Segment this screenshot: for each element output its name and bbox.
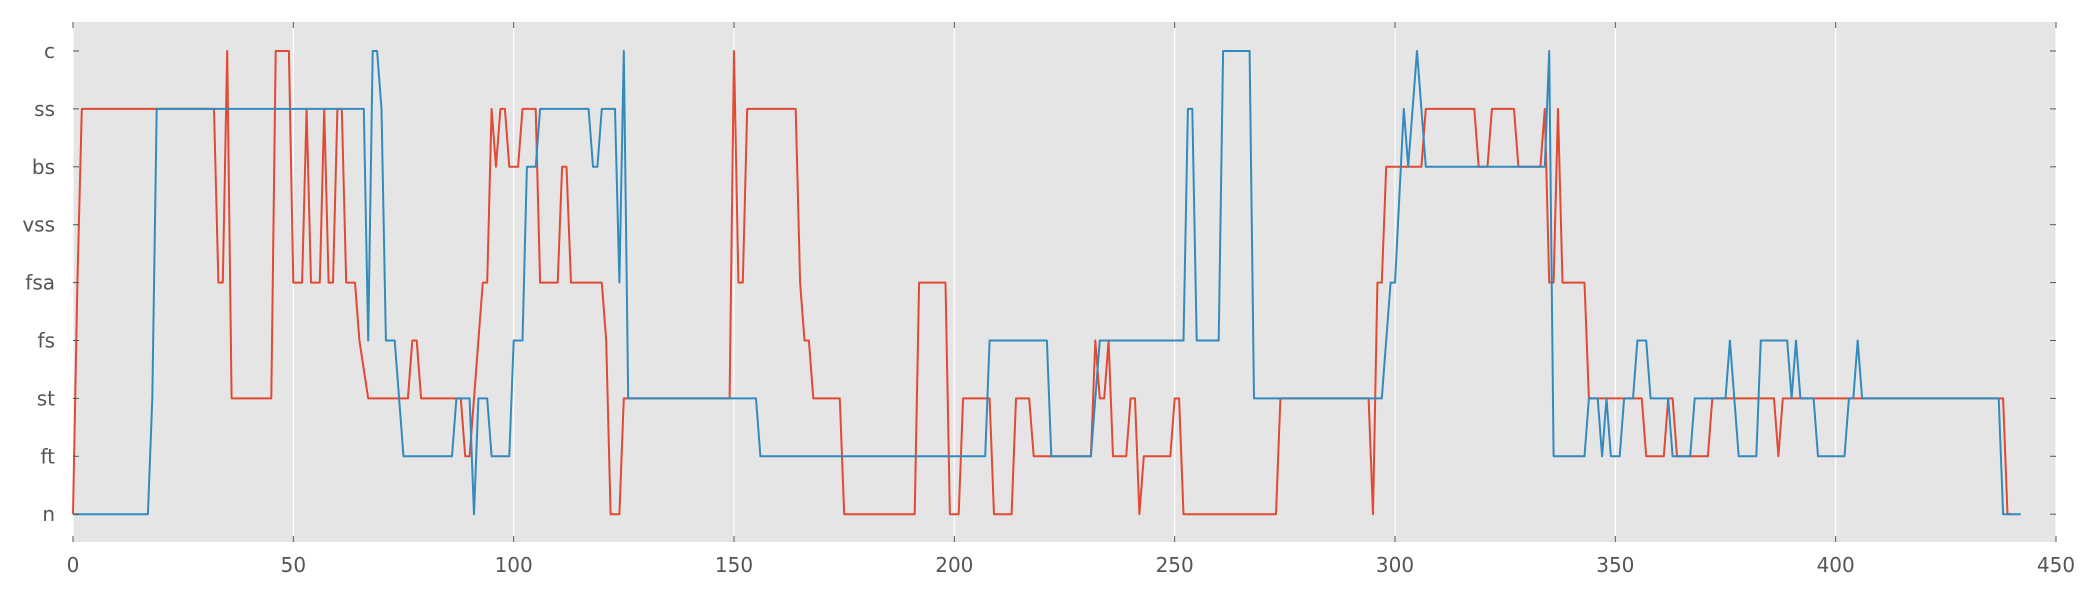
x-tick-label: 300 xyxy=(1376,553,1414,577)
x-tick-label: 50 xyxy=(281,553,306,577)
x-tick-label: 400 xyxy=(1817,553,1855,577)
x-tick-label: 0 xyxy=(67,553,80,577)
y-tick-label: ss xyxy=(34,97,55,121)
plot-area xyxy=(73,22,2056,542)
y-tick-label: fsa xyxy=(25,271,55,295)
x-tick-label: 350 xyxy=(1596,553,1634,577)
x-tick-label: 150 xyxy=(715,553,753,577)
series-layer xyxy=(72,50,2021,516)
y-tick-label: vss xyxy=(22,213,55,237)
x-tick-label: 450 xyxy=(2037,553,2075,577)
x-tick-label: 200 xyxy=(935,553,973,577)
y-tick-label: st xyxy=(37,386,55,410)
y-tick-label: bs xyxy=(32,155,55,179)
y-tick-label: fs xyxy=(38,329,55,353)
x-tick-label: 100 xyxy=(495,553,533,577)
tick-labels: 0 50 100 150 200 250 300 350 400 450 n ft st fs fsa vss… xyxy=(22,39,2075,577)
x-tick-label: 250 xyxy=(1156,553,1194,577)
axis-ticks xyxy=(72,22,2057,542)
y-tick-label: n xyxy=(42,502,55,526)
y-tick-label: ft xyxy=(40,444,55,468)
y-tick-label: c xyxy=(44,39,55,63)
series-line-blue xyxy=(73,50,2021,516)
